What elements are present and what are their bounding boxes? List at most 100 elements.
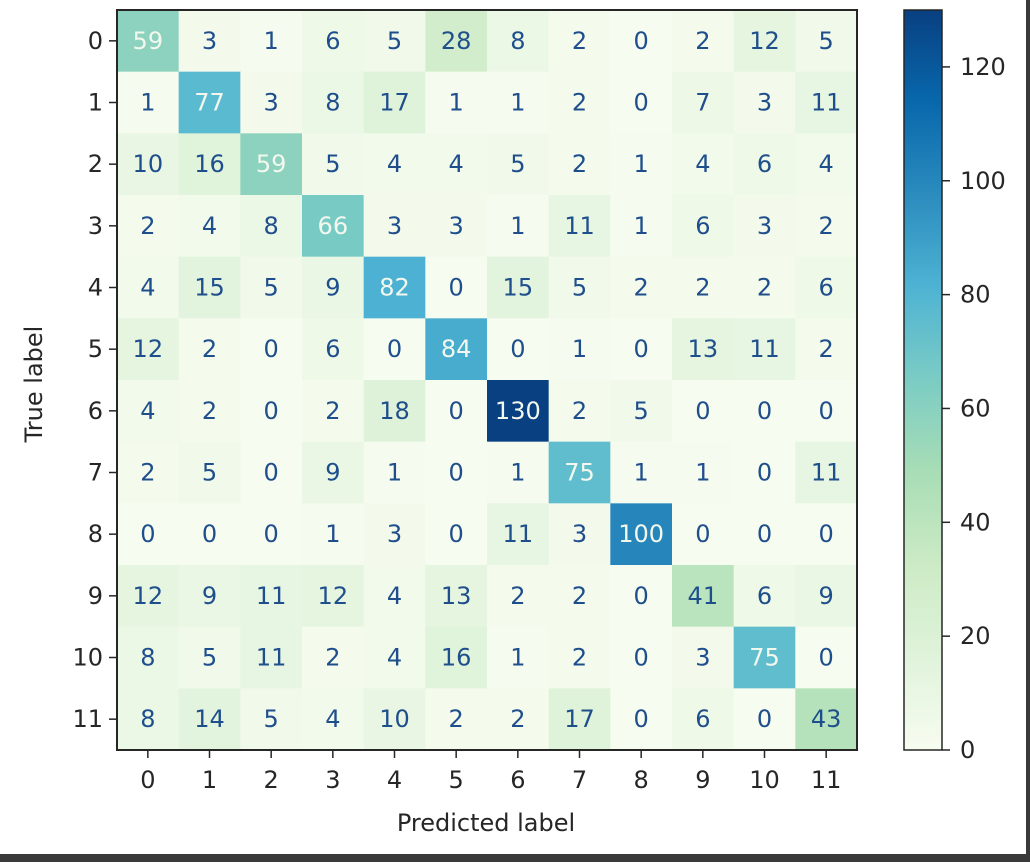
cell-value-label: 77 — [194, 89, 225, 117]
heatmap-cell — [795, 688, 858, 751]
heatmap-cell — [795, 133, 858, 196]
cell-value-label: 6 — [695, 212, 710, 240]
cell-value-label: 2 — [202, 397, 217, 425]
cell-value-label: 8 — [510, 27, 525, 55]
cell-value-label: 0 — [634, 705, 649, 733]
cell-value-label: 8 — [140, 644, 155, 672]
cell-value-label: 1 — [634, 150, 649, 178]
cell-value-label: 5 — [325, 150, 340, 178]
heatmap-cell — [425, 626, 488, 689]
cell-value-label: 59 — [256, 150, 287, 178]
heatmap-cell — [548, 195, 611, 258]
cell-value-label: 0 — [695, 397, 710, 425]
cell-value-label: 0 — [757, 459, 772, 487]
heatmap-cell — [487, 688, 550, 751]
heatmap-cell — [487, 10, 550, 73]
heatmap-cell — [302, 503, 365, 566]
heatmap-cell — [610, 133, 673, 196]
cell-value-label: 13 — [688, 335, 719, 363]
cell-value-label: 6 — [757, 582, 772, 610]
y-tick-label: 2 — [88, 150, 103, 178]
cell-value-label: 4 — [387, 150, 402, 178]
y-tick-label: 7 — [88, 459, 103, 487]
cell-value-label: 5 — [387, 27, 402, 55]
y-tick-label: 11 — [72, 705, 103, 733]
heatmap-cell — [302, 71, 365, 134]
cell-value-label: 2 — [449, 705, 464, 733]
heatmap-cell — [487, 380, 550, 443]
cell-value-label: 8 — [325, 89, 340, 117]
heatmap-cell — [178, 565, 241, 628]
colorbar-tick-label: 100 — [960, 167, 1006, 195]
cell-value-label: 0 — [202, 520, 217, 548]
cell-value-label: 10 — [133, 150, 164, 178]
heatmap-cell — [610, 256, 673, 319]
heatmap-cell — [178, 10, 241, 73]
cell-value-label: 0 — [140, 520, 155, 548]
cell-value-label: 6 — [757, 150, 772, 178]
cell-value-label: 13 — [441, 582, 472, 610]
heatmap-cell — [425, 71, 488, 134]
heatmap-cell — [363, 318, 426, 381]
cell-value-label: 3 — [695, 644, 710, 672]
cell-value-label: 11 — [564, 212, 595, 240]
x-tick-label: 8 — [634, 766, 649, 794]
cell-value-label: 0 — [387, 335, 402, 363]
cell-value-label: 1 — [572, 335, 587, 363]
cell-value-label: 12 — [318, 582, 349, 610]
cell-value-label: 1 — [510, 212, 525, 240]
heatmap-cell — [733, 688, 796, 751]
cell-value-label: 3 — [757, 89, 772, 117]
heatmap-cell — [363, 688, 426, 751]
cell-value-label: 66 — [318, 212, 349, 240]
y-axis-title: True label — [20, 326, 48, 444]
cell-value-label: 4 — [387, 644, 402, 672]
cell-value-label: 5 — [264, 705, 279, 733]
window-frame-right — [1026, 0, 1030, 862]
heatmap-cell — [302, 256, 365, 319]
cell-value-label: 2 — [510, 705, 525, 733]
y-tick-label: 3 — [88, 212, 103, 240]
heatmap-cell — [302, 441, 365, 504]
heatmap-cell — [548, 688, 611, 751]
heatmap-cell — [425, 318, 488, 381]
heatmap-cell — [425, 195, 488, 258]
heatmap-cell — [425, 256, 488, 319]
cell-value-label: 17 — [379, 89, 410, 117]
heatmap-cell — [240, 380, 303, 443]
cell-value-label: 1 — [449, 89, 464, 117]
cell-value-label: 1 — [695, 459, 710, 487]
cell-value-label: 100 — [618, 520, 664, 548]
cell-value-label: 3 — [572, 520, 587, 548]
heatmap-cell — [302, 688, 365, 751]
heatmap-cell — [117, 503, 180, 566]
x-tick-label: 3 — [325, 766, 340, 794]
cell-value-label: 17 — [564, 705, 595, 733]
heatmap-cell — [302, 195, 365, 258]
heatmap-cell — [795, 503, 858, 566]
heatmap-cell — [795, 256, 858, 319]
heatmap-cell — [363, 256, 426, 319]
cell-value-label: 1 — [264, 27, 279, 55]
x-tick-label: 5 — [449, 766, 464, 794]
cell-value-label: 2 — [634, 274, 649, 302]
cell-value-label: 3 — [387, 520, 402, 548]
heatmap-cell — [548, 256, 611, 319]
heatmap-cell — [672, 133, 735, 196]
cell-value-label: 12 — [133, 335, 164, 363]
heatmap-cell — [363, 626, 426, 689]
x-tick-label: 2 — [264, 766, 279, 794]
heatmap-cell — [240, 256, 303, 319]
cell-value-label: 2 — [695, 27, 710, 55]
cell-value-label: 0 — [449, 397, 464, 425]
cell-value-label: 84 — [441, 335, 472, 363]
cell-value-label: 59 — [133, 27, 164, 55]
cell-value-label: 1 — [325, 520, 340, 548]
x-tick-label: 10 — [749, 766, 780, 794]
cell-value-label: 43 — [811, 705, 842, 733]
cell-value-label: 2 — [572, 397, 587, 425]
cell-value-label: 5 — [572, 274, 587, 302]
cell-value-label: 1 — [510, 459, 525, 487]
cell-value-label: 5 — [819, 27, 834, 55]
